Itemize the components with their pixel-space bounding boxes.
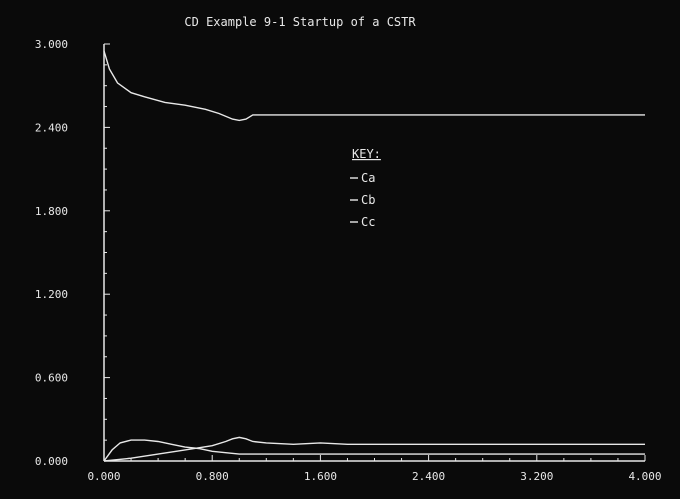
- x-tick-label: 0.800: [196, 470, 229, 483]
- legend-items: Ca Cb Cc: [350, 171, 375, 229]
- series-line-ca: [103, 50, 645, 122]
- legend-title: KEY:: [352, 147, 381, 161]
- x-tick-label: 1.600: [304, 470, 337, 483]
- x-tick-labels: 0.000 0.800 1.600 2.400 3.200 4.000: [87, 470, 661, 483]
- axes: [103, 44, 645, 462]
- legend-item-cb: Cb: [361, 193, 375, 207]
- series-lines: [103, 50, 645, 462]
- y-tick-label: 0.000: [35, 455, 68, 468]
- legend-item-cc: Cc: [361, 215, 375, 229]
- y-tick-label: 2.400: [35, 121, 68, 134]
- y-tick-label: 1.800: [35, 205, 68, 218]
- chart-title: CD Example 9-1 Startup of a CSTR: [184, 15, 416, 29]
- y-tick-label: 0.600: [35, 372, 68, 385]
- x-tick-label: 3.200: [520, 470, 553, 483]
- legend: KEY: Ca Cb Cc: [350, 147, 381, 229]
- x-tick-label: 2.400: [412, 470, 445, 483]
- y-tick-label: 1.200: [35, 288, 68, 301]
- y-tick-label: 3.000: [35, 38, 68, 51]
- tick-marks: [103, 43, 646, 462]
- x-tick-label: 4.000: [628, 470, 661, 483]
- legend-item-ca: Ca: [361, 171, 375, 185]
- series-line-cc: [103, 436, 645, 462]
- y-tick-labels: 0.000 0.600 1.200 1.800 2.400 3.000: [35, 38, 68, 468]
- x-tick-label: 0.000: [87, 470, 120, 483]
